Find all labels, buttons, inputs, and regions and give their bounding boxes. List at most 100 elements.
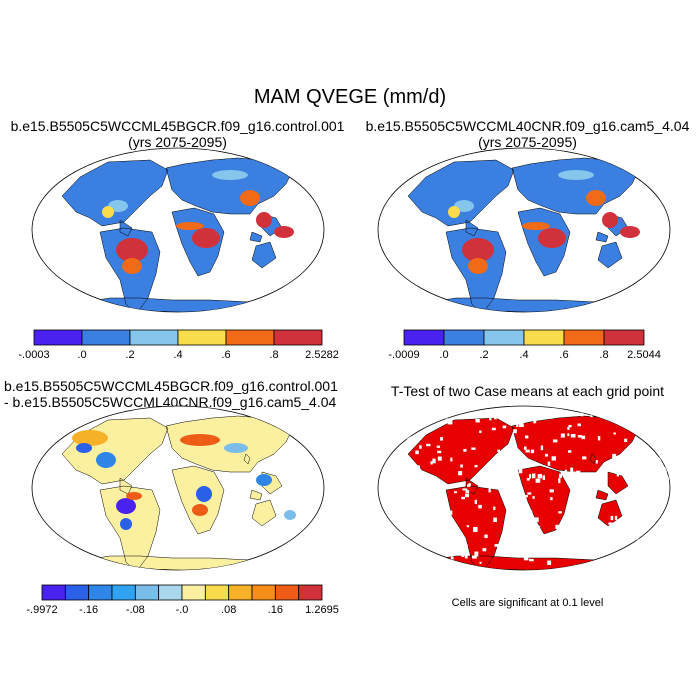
nonsignificant-cell xyxy=(542,553,545,557)
colorbar-swatch xyxy=(483,329,525,346)
colorbar-swatch xyxy=(274,584,300,601)
nonsignificant-cell xyxy=(461,496,466,500)
nonsignificant-cell xyxy=(664,412,667,417)
colorbar-swatch xyxy=(88,584,113,601)
nonsignificant-cell xyxy=(570,467,574,473)
nonsignificant-cell xyxy=(523,542,527,547)
colorbar-swatch xyxy=(228,584,253,601)
nonsignificant-cell xyxy=(547,560,552,565)
nonsignificant-cell xyxy=(523,495,528,498)
nonsignificant-cell xyxy=(550,497,553,501)
nonsignificant-cell xyxy=(659,503,663,507)
panel-2-title-line1: b.e15.B5505C5WCCML40CNR.f09_g16.cam5_4.0… xyxy=(365,118,690,134)
nonsignificant-cell xyxy=(537,474,543,479)
nonsignificant-cell xyxy=(428,486,433,490)
nonsignificant-cell xyxy=(549,415,553,419)
nonsignificant-cell xyxy=(419,445,422,449)
nonsignificant-cell xyxy=(406,463,411,467)
nonsignificant-cell xyxy=(648,504,653,510)
colorbar-swatch xyxy=(403,329,445,346)
nonsignificant-cell xyxy=(401,558,405,562)
colorbar-swatch xyxy=(251,584,276,601)
panel-4-footnote: Cells are significant at 0.1 level xyxy=(451,597,604,609)
colorbar-label: -.0 xyxy=(176,604,189,616)
colorbar-swatch xyxy=(523,329,565,346)
map-panel-2 xyxy=(377,147,671,313)
nonsignificant-cell xyxy=(523,557,529,561)
colorbar-label: .08 xyxy=(221,604,236,616)
colorbar-1: -.0003 .0 .2 .4 .6 .8 2.5282 xyxy=(18,329,339,361)
nonsignificant-cell xyxy=(656,457,661,462)
nonsignificant-cell xyxy=(479,430,482,434)
colorbar-swatch xyxy=(204,584,230,601)
nonsignificant-cell xyxy=(432,478,438,482)
nonsignificant-cell xyxy=(660,531,666,535)
nonsignificant-cell xyxy=(507,452,512,455)
nonsignificant-cell xyxy=(420,544,424,547)
nonsignificant-cell xyxy=(523,446,527,450)
nonsignificant-cell xyxy=(659,489,662,493)
nonsignificant-cell xyxy=(573,552,576,557)
nonsignificant-cell xyxy=(479,561,482,564)
nonsignificant-cell xyxy=(515,517,521,520)
nonsignificant-cell xyxy=(559,473,562,478)
nonsignificant-cell xyxy=(437,456,442,461)
colorbar-swatch xyxy=(225,329,275,346)
nonsignificant-cell xyxy=(466,525,469,528)
nonsignificant-cell xyxy=(593,507,597,511)
nonsignificant-cell xyxy=(656,412,660,416)
nonsignificant-cell xyxy=(464,544,468,548)
panel-2-title: b.e15.B5505C5WCCML40CNR.f09_g16.cam5_4.0… xyxy=(350,118,700,150)
nonsignificant-cell xyxy=(474,551,479,557)
nonsignificant-cell xyxy=(450,457,453,462)
nonsignificant-cell xyxy=(625,524,630,528)
nonsignificant-cell xyxy=(512,493,516,496)
nonsignificant-cell xyxy=(413,464,417,470)
nonsignificant-cell xyxy=(446,527,451,532)
nonsignificant-cell xyxy=(542,475,545,480)
nonsignificant-cell xyxy=(631,487,636,492)
nonsignificant-cell xyxy=(518,468,523,474)
colorbar-label: .0 xyxy=(77,349,86,361)
nonsignificant-cell xyxy=(494,544,499,547)
nonsignificant-cell xyxy=(519,487,522,493)
nonsignificant-cell xyxy=(507,454,510,458)
nonsignificant-cell xyxy=(635,535,639,540)
nonsignificant-cell xyxy=(413,467,418,473)
nonsignificant-cell xyxy=(641,497,644,500)
nonsignificant-cell xyxy=(529,474,532,479)
nonsignificant-cell xyxy=(624,438,628,443)
nonsignificant-cell xyxy=(568,450,572,453)
nonsignificant-cell xyxy=(582,551,586,556)
nonsignificant-cell xyxy=(415,450,419,455)
colorbar-swatch xyxy=(129,329,179,346)
nonsignificant-cell xyxy=(624,502,627,506)
nonsignificant-cell xyxy=(623,523,627,528)
nonsignificant-cell xyxy=(407,496,413,501)
nonsignificant-cell xyxy=(544,453,548,457)
nonsignificant-cell xyxy=(629,416,632,422)
nonsignificant-cell xyxy=(521,541,525,544)
panel-1-title: b.e15.B5505C5WCCML45BGCR.f09_g16.control… xyxy=(0,118,355,150)
nonsignificant-cell xyxy=(528,520,532,526)
colorbar-swatch xyxy=(177,329,227,346)
nonsignificant-cell xyxy=(447,419,453,425)
nonsignificant-cell xyxy=(524,435,529,439)
nonsignificant-cell xyxy=(555,524,561,529)
nonsignificant-cell xyxy=(432,458,436,464)
nonsignificant-cell xyxy=(558,511,562,514)
nonsignificant-cell xyxy=(527,492,532,495)
nonsignificant-cell xyxy=(580,412,584,417)
nonsignificant-cell xyxy=(472,555,475,559)
colorbar-label: -.08 xyxy=(126,604,145,616)
nonsignificant-cell xyxy=(560,433,565,438)
nonsignificant-cell xyxy=(471,447,476,450)
nonsignificant-cell xyxy=(629,524,633,530)
nonsignificant-cell xyxy=(577,423,582,427)
nonsignificant-cell xyxy=(564,469,568,473)
panel-3-title-line2: - b.e15.B5505C5WCCML40CNR.f09_g16.cam5_4… xyxy=(4,394,337,410)
nonsignificant-cell xyxy=(465,490,470,493)
map-panel-1 xyxy=(31,147,325,313)
nonsignificant-cell xyxy=(400,485,404,488)
